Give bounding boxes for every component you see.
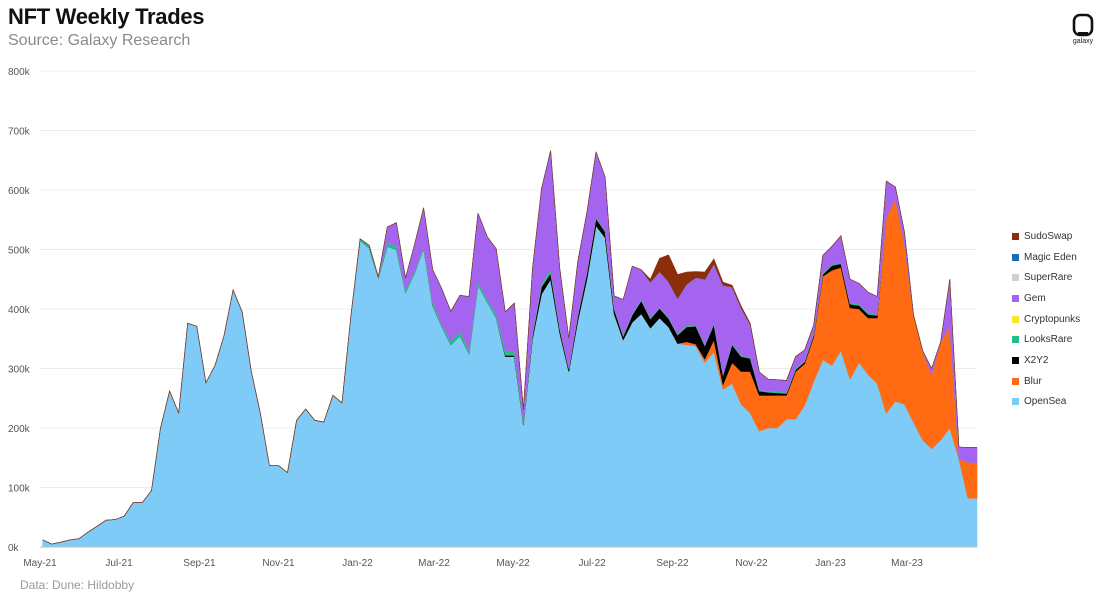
series-area-sudoswap bbox=[42, 150, 977, 545]
legend-item: X2Y2 bbox=[1012, 350, 1080, 371]
y-tick-label: 700k bbox=[8, 127, 31, 138]
legend-item: Blur bbox=[1012, 371, 1080, 392]
y-tick-label: 100k bbox=[8, 484, 31, 495]
x-tick-label: Jul-21 bbox=[105, 558, 133, 569]
legend-label: Blur bbox=[1024, 375, 1042, 387]
legend: SudoSwap Magic Eden SuperRare Gem Cryptopunk… bbox=[1012, 226, 1080, 412]
chart-subtitle: Source: Galaxy Research bbox=[8, 32, 191, 49]
legend-label: SuperRare bbox=[1024, 272, 1073, 284]
y-tick-label: 0k bbox=[8, 543, 20, 554]
legend-swatch bbox=[1012, 356, 1019, 364]
y-tick-label: 500k bbox=[8, 246, 31, 257]
x-tick-label: Jul-22 bbox=[578, 558, 606, 569]
data-source-note: Data: Dune: Hildobby bbox=[20, 578, 135, 592]
legend-item: Gem bbox=[1012, 288, 1080, 309]
x-tick-label: Jan-23 bbox=[815, 558, 846, 569]
legend-item: OpenSea bbox=[1012, 392, 1080, 413]
y-tick-label: 300k bbox=[8, 365, 31, 376]
y-tick-label: 200k bbox=[8, 424, 31, 435]
y-tick-label: 600k bbox=[8, 186, 31, 197]
legend-swatch bbox=[1012, 315, 1019, 323]
y-tick-label: 800k bbox=[8, 67, 31, 78]
legend-item: SuperRare bbox=[1012, 267, 1080, 288]
legend-label: Magic Eden bbox=[1024, 251, 1077, 263]
logo-wordmark: galaxy bbox=[1072, 38, 1094, 45]
x-tick-label: Sep-21 bbox=[183, 558, 216, 569]
legend-label: OpenSea bbox=[1024, 396, 1067, 408]
x-axis: May-21 Jul-21 Sep-21 Nov-21 Jan-22 Mar-22 May-… bbox=[23, 546, 977, 569]
series-areas bbox=[42, 150, 978, 548]
legend-label: Gem bbox=[1024, 292, 1046, 304]
legend-item: Magic Eden bbox=[1012, 247, 1080, 268]
y-tick-label: 400k bbox=[8, 305, 31, 316]
x-tick-label: Jan-22 bbox=[342, 558, 373, 569]
x-tick-label: May-21 bbox=[23, 558, 57, 569]
legend-swatch bbox=[1012, 274, 1019, 282]
legend-label: X2Y2 bbox=[1024, 354, 1049, 366]
x-tick-label: May-22 bbox=[496, 558, 530, 569]
x-tick-label: Mar-22 bbox=[418, 558, 450, 569]
legend-item: LooksRare bbox=[1012, 329, 1080, 350]
legend-item: Cryptopunks bbox=[1012, 309, 1080, 330]
legend-swatch bbox=[1012, 232, 1019, 240]
legend-swatch bbox=[1012, 253, 1019, 261]
galaxy-logo-icon bbox=[1072, 13, 1094, 37]
y-axis: 0k 100k 200k 300k 400k 500k 600k 700k 800k bbox=[8, 67, 31, 554]
legend-swatch bbox=[1012, 294, 1019, 302]
x-tick-label: Mar-23 bbox=[891, 558, 923, 569]
legend-swatch bbox=[1012, 398, 1019, 406]
x-tick-label: Nov-21 bbox=[262, 558, 295, 569]
x-tick-label: Sep-22 bbox=[656, 558, 689, 569]
chart-title: NFT Weekly Trades bbox=[8, 4, 205, 29]
x-tick-label: Nov-22 bbox=[735, 558, 768, 569]
legend-label: SudoSwap bbox=[1024, 230, 1073, 242]
legend-item: SudoSwap bbox=[1012, 226, 1080, 247]
legend-swatch bbox=[1012, 336, 1019, 344]
legend-label: Cryptopunks bbox=[1024, 313, 1081, 325]
legend-label: LooksRare bbox=[1024, 334, 1073, 346]
legend-swatch bbox=[1012, 377, 1019, 385]
